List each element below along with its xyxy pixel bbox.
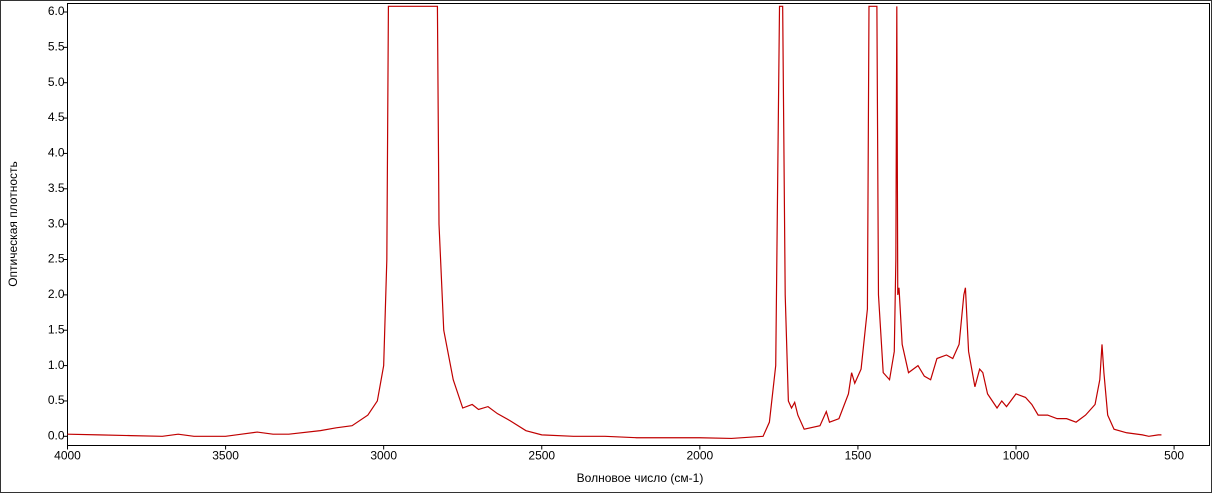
plot-frame bbox=[67, 3, 1210, 446]
x-tick-label: 3500 bbox=[212, 449, 239, 463]
x-tick-label: 3000 bbox=[370, 449, 397, 463]
y-tick-label: 1.0 bbox=[48, 358, 65, 372]
y-tick-label: 5.0 bbox=[48, 75, 65, 89]
y-tick-label: 0.5 bbox=[48, 393, 65, 407]
x-tick-label: 500 bbox=[1164, 449, 1184, 463]
y-tick-label: 5.5 bbox=[48, 40, 65, 54]
y-tick-label: 4.5 bbox=[48, 110, 65, 124]
y-tick-label: 0.0 bbox=[48, 428, 65, 442]
x-axis-label: Волновое число (см-1) bbox=[577, 471, 704, 485]
x-tick-label: 2500 bbox=[528, 449, 555, 463]
y-tick-label: 2.5 bbox=[48, 252, 65, 266]
x-tick-label: 2000 bbox=[686, 449, 713, 463]
y-tick-label: 3.5 bbox=[48, 181, 65, 195]
y-axis-label: Оптическая плотность bbox=[6, 161, 20, 287]
y-tick-label: 6.0 bbox=[48, 4, 65, 18]
y-tick-label: 1.5 bbox=[48, 322, 65, 336]
x-tick-label: 4000 bbox=[54, 449, 81, 463]
y-tick-label: 2.0 bbox=[48, 287, 65, 301]
spectrum-line bbox=[67, 5, 1162, 440]
x-tick-label: 1500 bbox=[845, 449, 872, 463]
x-tick-label: 1000 bbox=[1003, 449, 1030, 463]
y-tick-label: 4.0 bbox=[48, 146, 65, 160]
y-tick-label: 3.0 bbox=[48, 216, 65, 230]
